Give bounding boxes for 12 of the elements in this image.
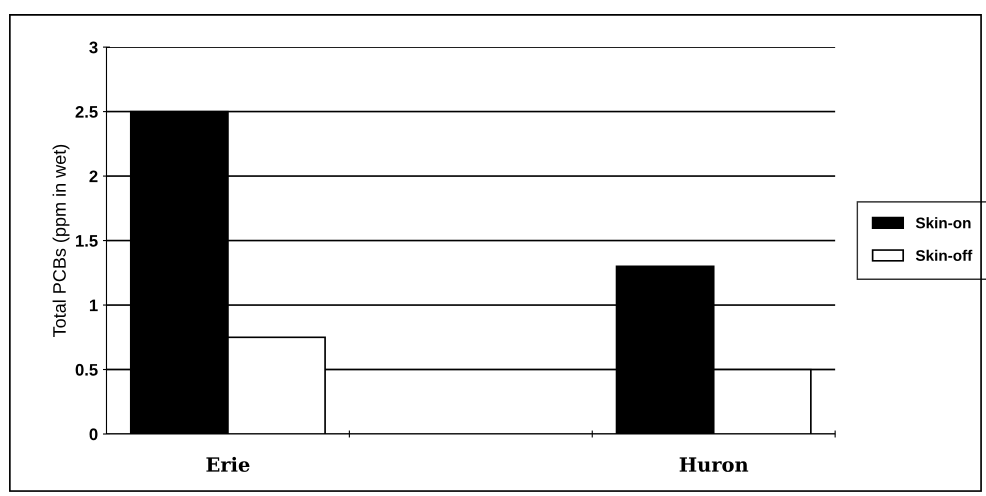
y-tick-label: 1 xyxy=(90,300,98,312)
y-tick-label: 0.5 xyxy=(76,364,98,376)
y-tick-label: 2.5 xyxy=(76,106,98,118)
x-tick-label: Erie xyxy=(206,456,250,472)
legend-label: Skin-off xyxy=(916,250,972,261)
x-tick-label: Huron xyxy=(680,457,748,472)
legend-label: Skin-on xyxy=(916,217,970,228)
y-tick-label: 3 xyxy=(89,42,98,54)
y-axis-title: Total PCBs (ppm in wet) xyxy=(52,144,70,337)
y-tick-label: 2 xyxy=(89,170,98,182)
y-tick-label: 1.5 xyxy=(76,235,98,247)
y-tick-label: 0 xyxy=(90,428,98,440)
